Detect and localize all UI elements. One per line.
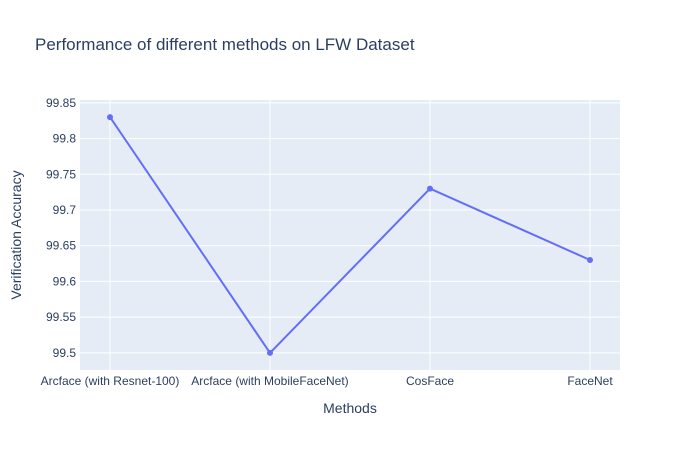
plot-area xyxy=(80,100,620,370)
data-point[interactable] xyxy=(587,257,593,263)
y-tick-label: 99.8 xyxy=(53,132,77,146)
y-tick-label: 99.55 xyxy=(46,310,76,324)
y-tick-label: 99.7 xyxy=(53,203,77,217)
y-axis-title: Verification Accuracy xyxy=(8,170,24,299)
x-tick-label: Arcface (with MobileFaceNet) xyxy=(191,374,348,388)
y-tick-label: 99.85 xyxy=(46,96,76,110)
x-tick-label: Arcface (with Resnet-100) xyxy=(41,374,180,388)
y-axis-ticks: 99.5 99.55 99.6 99.65 99.7 99.75 99.8 99.85 xyxy=(46,96,76,360)
data-point[interactable] xyxy=(107,114,113,121)
grid-lines xyxy=(80,100,620,370)
chart-title: Performance of different methods on LFW … xyxy=(35,35,415,54)
x-axis-ticks: Arcface (with Resnet-100) Arcface (with M… xyxy=(41,374,614,388)
data-point[interactable] xyxy=(267,349,273,356)
series-markers xyxy=(107,114,593,356)
x-tick-label: FaceNet xyxy=(567,374,613,388)
y-tick-label: 99.75 xyxy=(46,167,76,181)
series-line xyxy=(109,116,591,355)
x-tick-label: CosFace xyxy=(406,374,454,388)
y-tick-label: 99.5 xyxy=(53,346,77,360)
data-point[interactable] xyxy=(427,185,433,192)
y-tick-label: 99.65 xyxy=(46,239,76,253)
x-axis-title: Methods xyxy=(323,400,377,416)
y-tick-label: 99.6 xyxy=(53,274,77,288)
